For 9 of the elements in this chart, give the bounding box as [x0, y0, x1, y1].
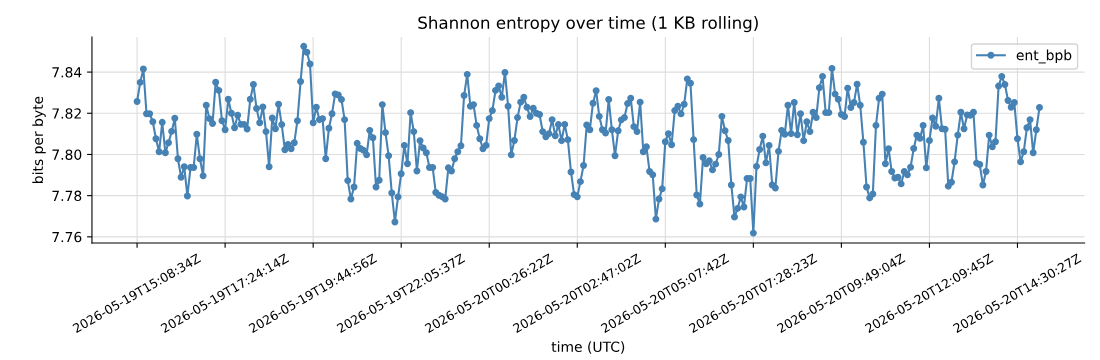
y-tick-label: 7.84	[52, 67, 82, 78]
y-tick-label: 7.82	[52, 108, 81, 119]
y-tick-label: 7.76	[52, 231, 82, 243]
y-axis-title: bits per byte	[32, 96, 46, 183]
y-tick-label: 7.80	[52, 149, 82, 160]
legend-label: ent_bpb	[1016, 49, 1072, 64]
x-axis-title: time (UTC)	[551, 341, 625, 354]
y-tick-label: 7.78	[52, 190, 82, 202]
chart-title: Shannon entropy over time (1 KB rolling)	[418, 16, 758, 33]
